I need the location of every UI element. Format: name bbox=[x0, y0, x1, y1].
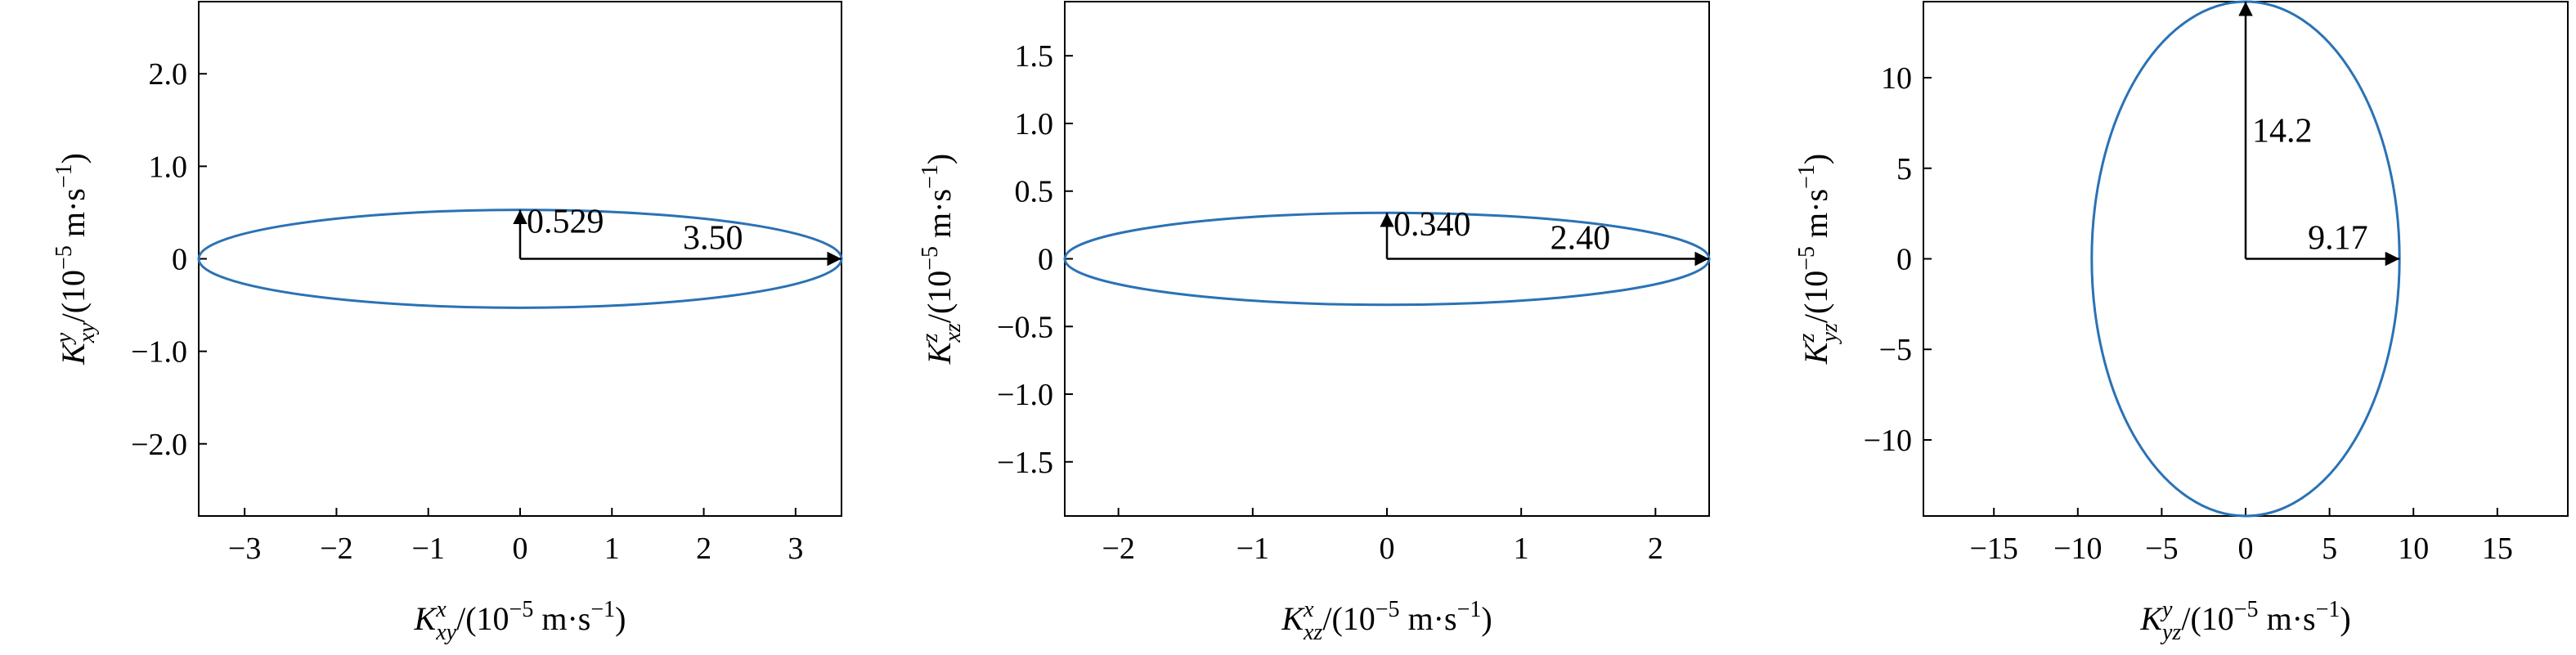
unit: /(10 bbox=[921, 271, 958, 323]
subscript: yz bbox=[2160, 620, 2181, 645]
unit: ) bbox=[2340, 600, 2350, 637]
unit: m·s bbox=[533, 600, 590, 637]
x-tick-label: 2 bbox=[696, 532, 711, 566]
symbol: K bbox=[414, 600, 438, 637]
unit: /(10 bbox=[55, 270, 92, 322]
y-tick-label: −10 bbox=[1864, 424, 1912, 458]
exponent: −5 bbox=[918, 246, 943, 271]
value-label: 2.40 bbox=[1551, 220, 1611, 258]
exponent: −1 bbox=[590, 597, 615, 622]
x-tick-label: 0 bbox=[1380, 532, 1395, 566]
superscript: z bbox=[918, 334, 943, 343]
exponent: −1 bbox=[2316, 597, 2340, 622]
y-tick-label: 1.5 bbox=[1015, 39, 1054, 74]
x-tick-label: 10 bbox=[2398, 532, 2429, 566]
y-tick-label: 2.0 bbox=[149, 57, 188, 92]
y-tick-label: −1.0 bbox=[131, 335, 187, 370]
exponent: −1 bbox=[918, 164, 943, 189]
x-tick-label: −5 bbox=[2145, 532, 2178, 566]
value-label: 14.2 bbox=[2252, 112, 2313, 150]
subscript: xz bbox=[940, 323, 966, 343]
x-tick-label: 2 bbox=[1648, 532, 1663, 566]
value-label: 3.50 bbox=[683, 220, 743, 258]
unit: m·s bbox=[1400, 600, 1457, 637]
y-tick-label: 0 bbox=[1038, 243, 1053, 277]
x-tick-label: −2 bbox=[320, 532, 352, 566]
x-tick-label: 3 bbox=[788, 532, 803, 566]
y-tick-label: 0 bbox=[1896, 243, 1912, 277]
axis-label: Kx xz/(10−5 m·s−1) bbox=[1281, 597, 1492, 645]
unit: ) bbox=[1797, 154, 1834, 164]
unit: m·s bbox=[1797, 189, 1834, 246]
unit: ) bbox=[55, 153, 92, 164]
x-tick-label: 1 bbox=[1514, 532, 1529, 566]
unit: /(10 bbox=[1797, 271, 1834, 323]
axis-label: Kyxy/(10−5 m·s−1) bbox=[52, 153, 100, 366]
x-tick-label: −2 bbox=[1102, 532, 1134, 566]
superscript: z bbox=[1794, 334, 1820, 343]
subscript: xy bbox=[74, 322, 100, 343]
y-tick-label: −0.5 bbox=[997, 310, 1053, 344]
symbol: K bbox=[1281, 600, 1305, 637]
unit: ) bbox=[615, 600, 626, 637]
x-tick-label: −10 bbox=[2053, 532, 2102, 566]
unit: /(10 bbox=[2181, 600, 2233, 637]
subscript: yz bbox=[1817, 323, 1842, 344]
unit: m·s bbox=[2259, 600, 2316, 637]
y-tick-label: −5 bbox=[1879, 333, 1912, 367]
x-tick-label: 5 bbox=[2322, 532, 2337, 566]
y-tick-label: −1.5 bbox=[997, 446, 1053, 480]
value-label: 0.340 bbox=[1393, 206, 1471, 244]
symbol: K bbox=[2139, 600, 2164, 637]
exponent: −5 bbox=[1376, 597, 1400, 622]
x-tick-label: 0 bbox=[513, 532, 528, 566]
y-tick-label: −2.0 bbox=[131, 428, 187, 462]
y-tick-label: 10 bbox=[1881, 61, 1912, 96]
x-tick-label: −1 bbox=[411, 532, 444, 566]
unit: m·s bbox=[55, 188, 92, 245]
x-tick-label: −1 bbox=[1236, 532, 1269, 566]
superscript: y bbox=[2160, 597, 2173, 622]
x-tick-label: 0 bbox=[2238, 532, 2254, 566]
unit: ) bbox=[1481, 600, 1492, 637]
exponent: −5 bbox=[1794, 246, 1820, 271]
y-tick-label: 5 bbox=[1896, 152, 1912, 186]
exponent: −5 bbox=[52, 245, 77, 270]
y-tick-label: 0 bbox=[172, 243, 187, 277]
unit: ) bbox=[921, 154, 958, 164]
value-label: 9.17 bbox=[2308, 220, 2368, 258]
axis-label: Ky yz/(10−5 m·s−1) bbox=[2139, 597, 2350, 645]
exponent: −1 bbox=[1457, 597, 1482, 622]
exponent: −5 bbox=[2234, 597, 2259, 622]
x-tick-label: 15 bbox=[2482, 532, 2513, 566]
superscript: x bbox=[435, 597, 447, 622]
exponent: −1 bbox=[1794, 164, 1820, 189]
subscript: xy bbox=[435, 620, 456, 645]
symbol: K bbox=[55, 341, 92, 366]
axis-label: Kzyz/(10−5 m·s−1) bbox=[1794, 154, 1842, 365]
exponent: −1 bbox=[52, 164, 77, 188]
value-label: 0.529 bbox=[527, 204, 604, 241]
y-tick-label: 1.0 bbox=[1015, 107, 1054, 141]
x-tick-label: −15 bbox=[1969, 532, 2017, 566]
y-tick-label: 0.5 bbox=[1015, 175, 1054, 209]
exponent: −5 bbox=[509, 597, 534, 622]
subscript: xz bbox=[1303, 620, 1322, 645]
superscript: x bbox=[1303, 597, 1314, 622]
axis-label: Kx xy/(10−5 m·s−1) bbox=[414, 597, 626, 645]
symbol: K bbox=[921, 340, 958, 365]
x-tick-label: 1 bbox=[604, 532, 620, 566]
y-tick-label: −1.0 bbox=[997, 378, 1053, 412]
unit: /(10 bbox=[1322, 600, 1375, 637]
superscript: y bbox=[52, 332, 77, 345]
x-tick-label: −3 bbox=[228, 532, 261, 566]
axis-label: Kzxz/(10−5 m·s−1) bbox=[918, 154, 966, 365]
y-tick-label: 1.0 bbox=[149, 150, 188, 184]
unit: /(10 bbox=[456, 600, 509, 637]
unit: m·s bbox=[921, 189, 958, 246]
symbol: K bbox=[1797, 340, 1834, 365]
